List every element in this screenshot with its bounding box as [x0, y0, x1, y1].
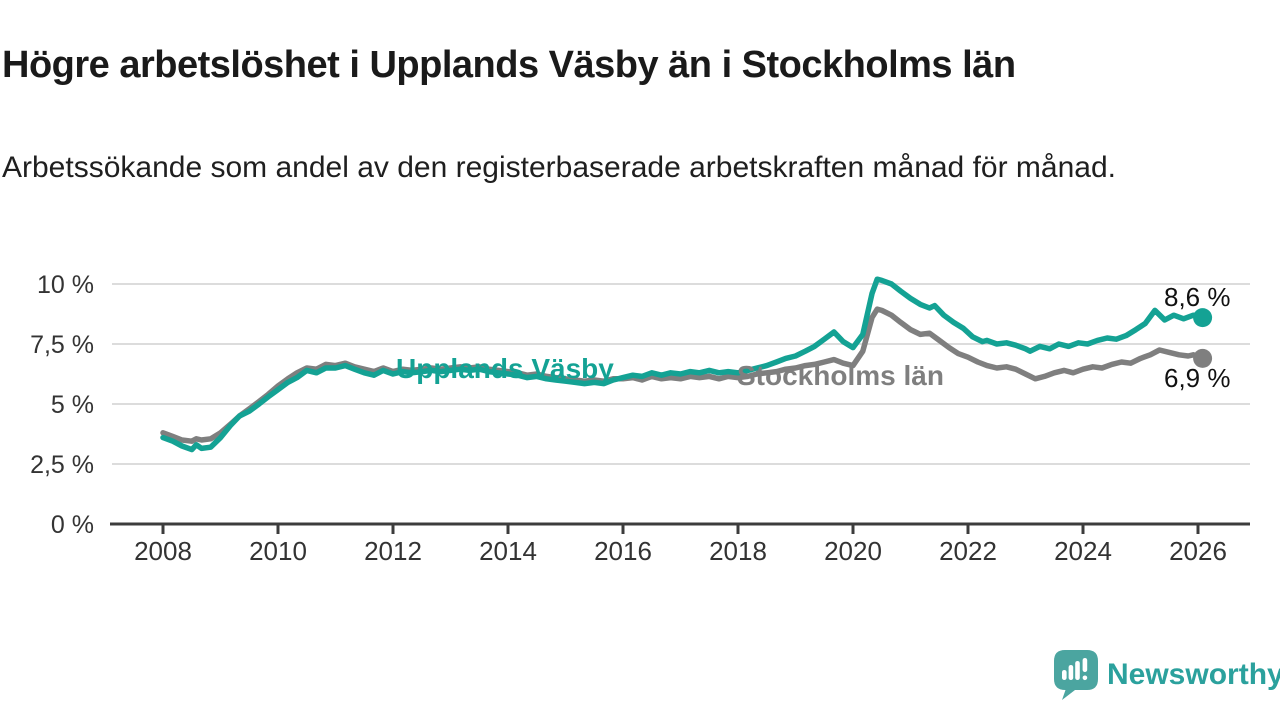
y-tick-label: 2,5 % [30, 451, 94, 479]
series-lines [160, 276, 1213, 453]
y-axis-tick-labels: 10 % 7,5 % 5 % 2,5 % 0 % [30, 271, 94, 539]
x-tick-label: 2016 [594, 536, 652, 566]
chart-title: Högre arbetslöshet i Upplands Väsby än i… [2, 44, 1016, 87]
series-line [160, 276, 1206, 453]
end-value-label: 6,9 % [1164, 363, 1231, 393]
x-tick-label: 2018 [709, 536, 767, 566]
x-tick-label: 2010 [249, 536, 307, 566]
x-tick-label: 2026 [1169, 536, 1227, 566]
series-end-dot [1193, 348, 1213, 368]
series-line [160, 306, 1206, 444]
newsworthy-brand-name: Newsworthy [1107, 658, 1280, 691]
y-tick-label: 0 % [51, 511, 94, 539]
x-tick-label: 2022 [939, 536, 997, 566]
series-label: Stockholms län [737, 360, 944, 391]
newsworthy-logo: Newsworthy [1054, 650, 1280, 700]
y-tick-label: 10 % [37, 271, 94, 299]
chart-subtitle: Arbetssökande som andel av den registerb… [2, 151, 1116, 184]
newsworthy-logo-icon [1054, 650, 1098, 700]
x-tick-label: 2012 [364, 536, 422, 566]
end-value-label: 8,6 % [1164, 282, 1231, 312]
x-tick-label: 2008 [134, 536, 192, 566]
x-tick-label: 2020 [824, 536, 882, 566]
chart-annotations: Stockholms län 6,9 % Upplands Väsby 8,6 % [396, 280, 1233, 396]
y-tick-label: 5 % [51, 391, 94, 419]
series-end-dot [1193, 308, 1213, 328]
x-axis [110, 522, 1250, 534]
x-tick-label: 2014 [479, 536, 537, 566]
x-axis-tick-labels: 2008 2010 2012 2014 2016 2018 2020 2022 2024 2026 [134, 536, 1227, 566]
series-label: Upplands Väsby [396, 353, 614, 384]
x-tick-label: 2024 [1054, 536, 1112, 566]
y-tick-label: 7,5 % [30, 331, 94, 359]
